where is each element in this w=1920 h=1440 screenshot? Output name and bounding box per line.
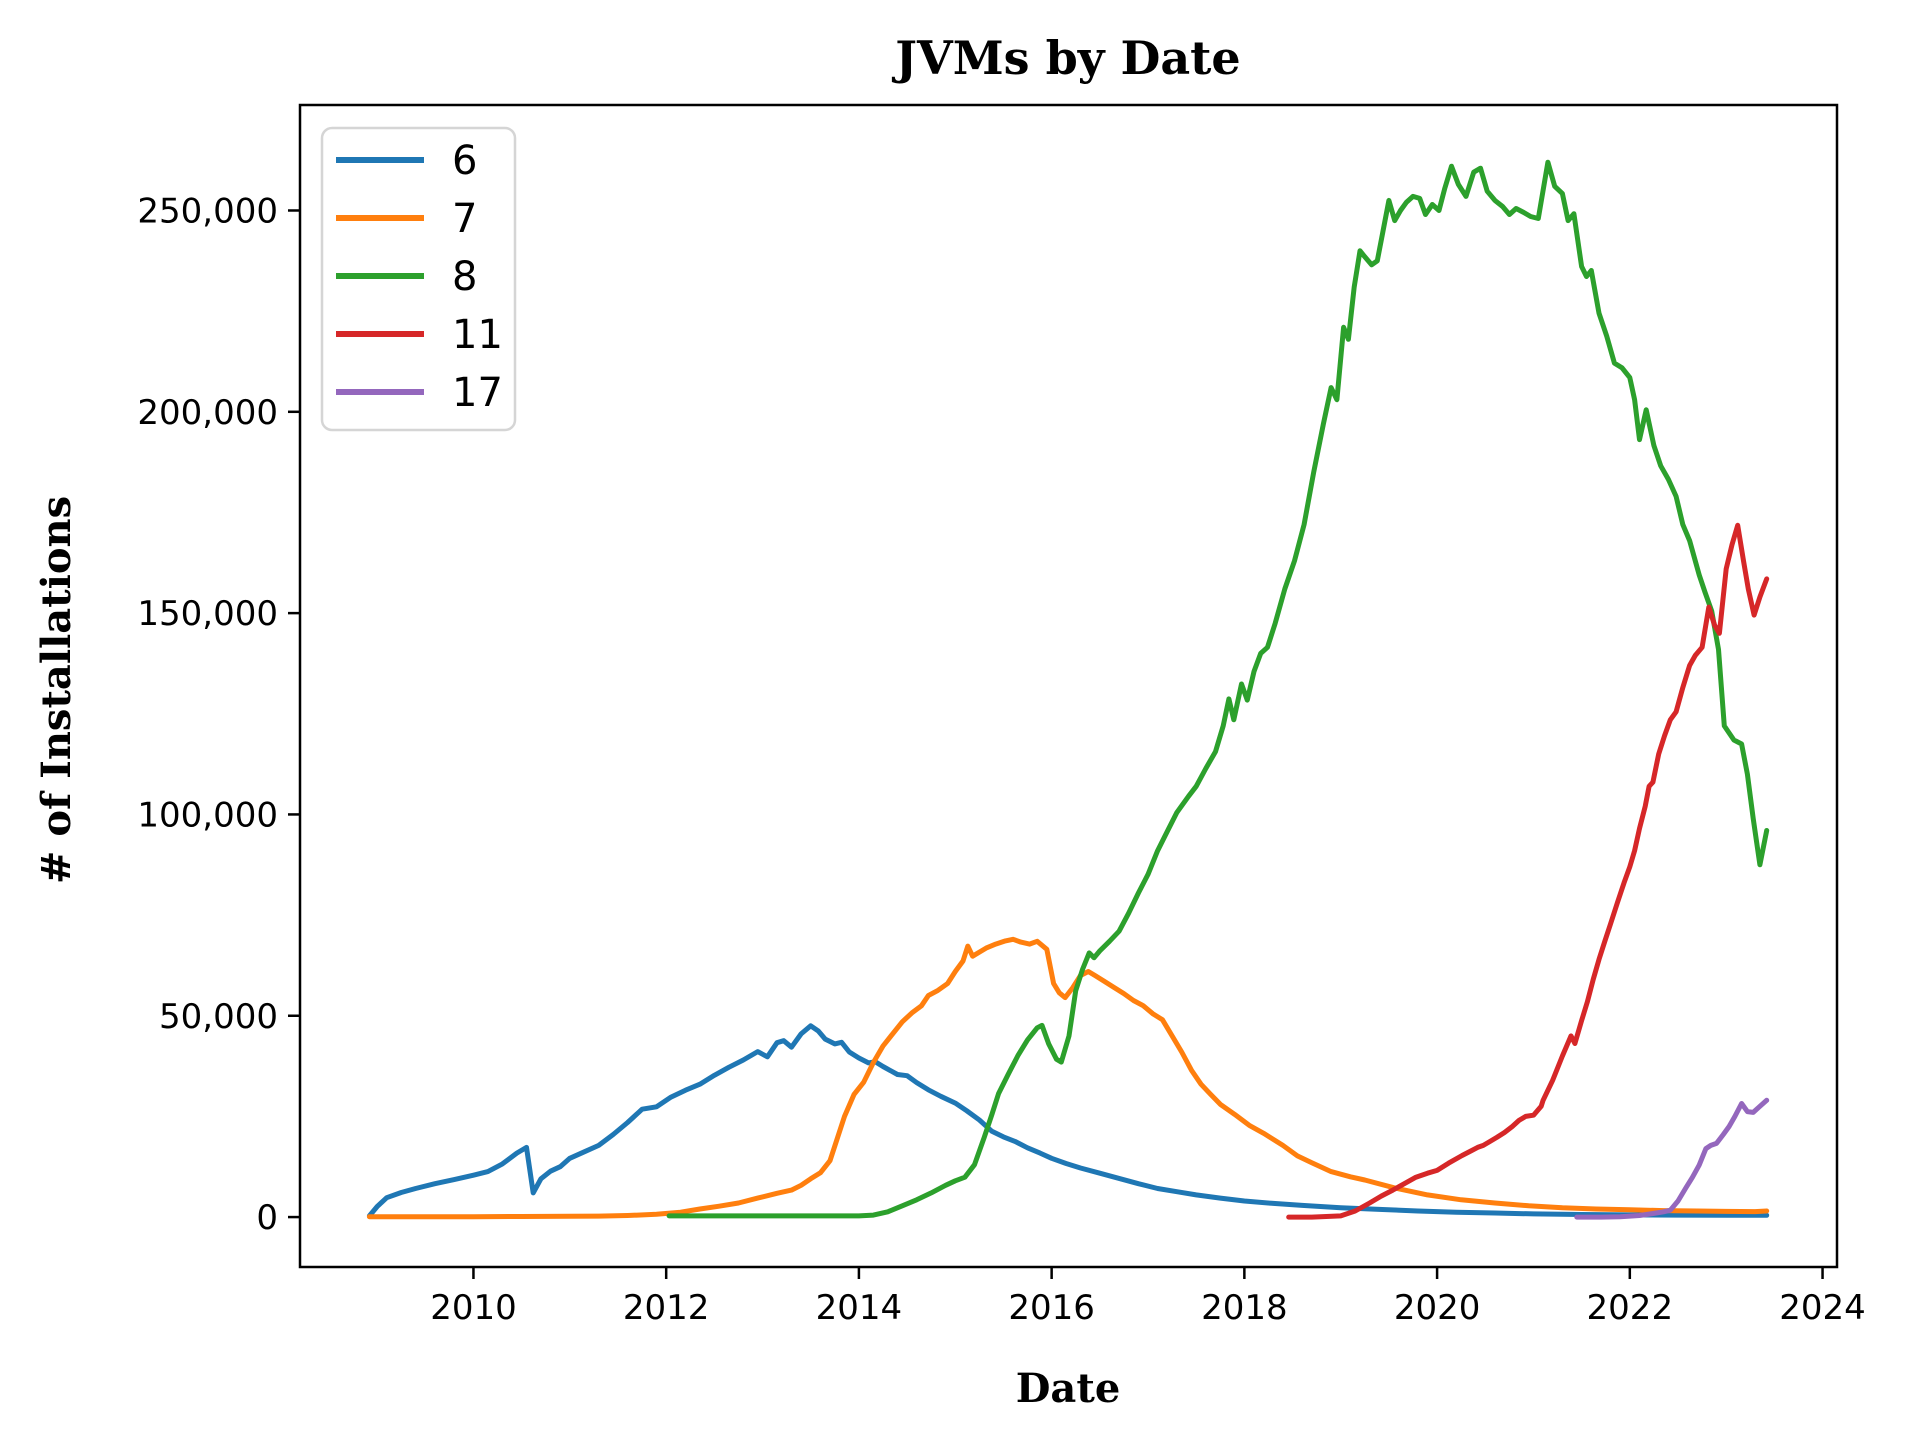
y-tick-label: 250,000 <box>137 191 278 231</box>
x-axis-ticks: 2010 2012 2014 2016 2018 2020 2022 2024 <box>430 1267 1866 1328</box>
plot-area-border <box>298 103 1839 1269</box>
legend-entry-label: 11 <box>452 312 503 358</box>
y-tick-label: 50,000 <box>159 997 278 1037</box>
series-line-8 <box>666 159 1770 1219</box>
legend-entry-6: 6 <box>336 138 477 184</box>
legend-entry-label: 8 <box>452 254 477 300</box>
x-tick-label: 2010 <box>430 1288 517 1328</box>
y-tick-label: 100,000 <box>137 795 278 835</box>
chart-title: JVMs by Date <box>891 31 1240 85</box>
series-line-11 <box>1286 522 1770 1220</box>
x-axis-label: Date <box>1016 1365 1121 1412</box>
legend-entry-11: 11 <box>336 312 503 358</box>
chart-series-lines <box>366 159 1770 1220</box>
y-axis-label: # of Installations <box>33 496 80 884</box>
legend-entry-7: 7 <box>336 196 477 242</box>
x-tick-label: 2014 <box>816 1288 903 1328</box>
series-line-7 <box>366 936 1770 1220</box>
x-tick-label: 2016 <box>1008 1288 1095 1328</box>
x-tick-label: 2020 <box>1394 1288 1481 1328</box>
series-line-17 <box>1574 1097 1770 1220</box>
legend-entry-17: 17 <box>336 370 503 416</box>
legend-entry-label: 17 <box>452 370 503 416</box>
x-tick-label: 2024 <box>1779 1288 1866 1328</box>
y-axis-ticks: 0 50,000 100,000 150,000 200,000 250,000 <box>137 191 300 1238</box>
legend-entry-label: 7 <box>452 196 477 242</box>
legend-entry-label: 6 <box>452 138 477 184</box>
series-line-6 <box>366 1023 1770 1219</box>
y-tick-label: 0 <box>256 1198 278 1238</box>
y-tick-label: 150,000 <box>137 594 278 634</box>
x-tick-label: 2022 <box>1587 1288 1674 1328</box>
chart-legend: 6 7 8 11 17 <box>320 126 517 432</box>
x-tick-label: 2012 <box>623 1288 710 1328</box>
legend-entry-8: 8 <box>336 254 477 300</box>
x-tick-label: 2018 <box>1201 1288 1288 1328</box>
y-tick-label: 200,000 <box>137 393 278 433</box>
